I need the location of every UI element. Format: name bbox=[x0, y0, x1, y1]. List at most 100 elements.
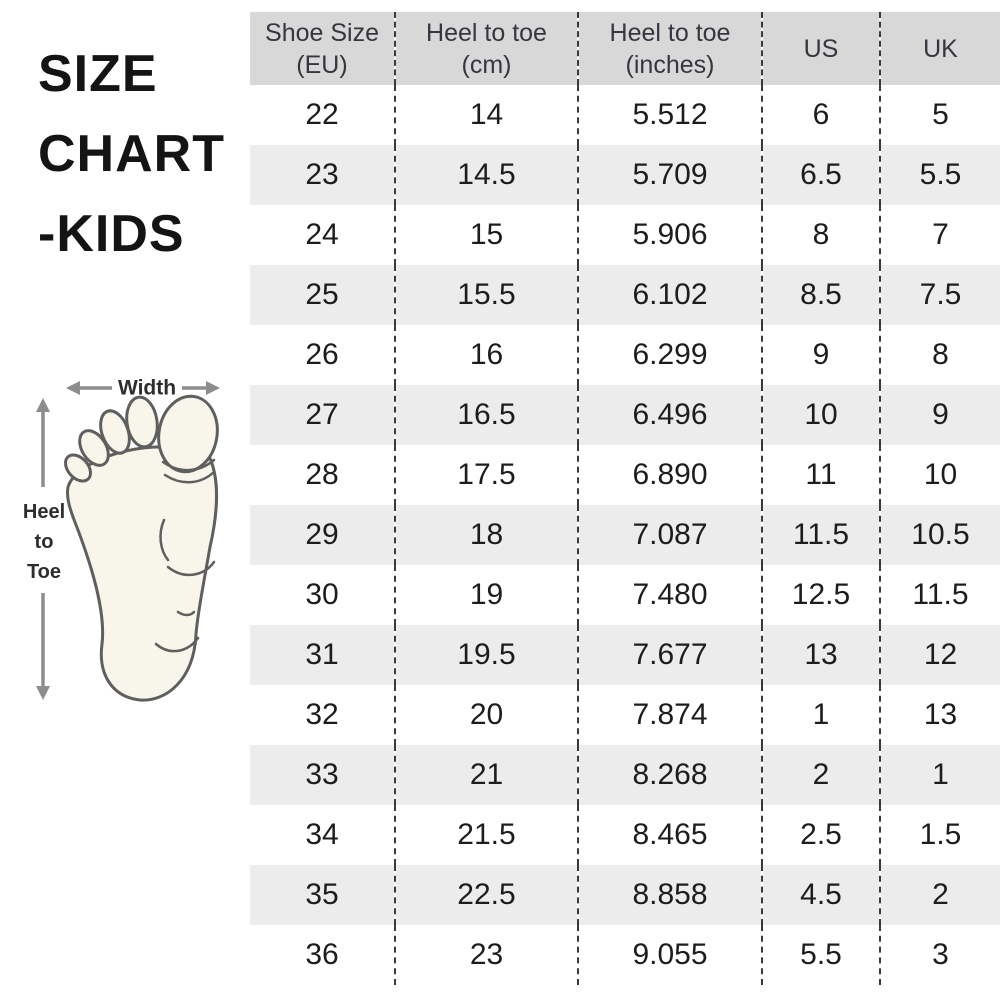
table-cell: 5.906 bbox=[577, 205, 762, 265]
title-line-3: -KIDS bbox=[38, 205, 185, 263]
table-cell: 23 bbox=[250, 145, 395, 205]
column-header-line: US bbox=[803, 34, 839, 63]
size-table-container: Shoe Size (EU) Heel to toe (cm) Heel to toe (… bbox=[250, 12, 1000, 985]
table-cell: 9 bbox=[879, 385, 1000, 445]
table-cell: 2 bbox=[879, 865, 1000, 925]
table-cell: 9.055 bbox=[577, 925, 762, 985]
table-cell: 14 bbox=[394, 85, 578, 145]
table-cell: 2 bbox=[761, 745, 880, 805]
table-row: 32 20 7.874 1 13 bbox=[250, 685, 1000, 745]
table-cell: 30 bbox=[250, 565, 395, 625]
table-cell: 5.5 bbox=[879, 145, 1000, 205]
table-row: 22 14 5.512 6 5 bbox=[250, 85, 1000, 145]
column-header: US bbox=[761, 12, 880, 85]
table-cell: 22 bbox=[250, 85, 395, 145]
table-row: 33 21 8.268 2 1 bbox=[250, 745, 1000, 805]
table-row: 23 14.5 5.709 6.5 5.5 bbox=[250, 145, 1000, 205]
table-cell: 13 bbox=[761, 625, 880, 685]
table-cell: 27 bbox=[250, 385, 395, 445]
table-cell: 10.5 bbox=[879, 505, 1000, 565]
table-cell: 6.299 bbox=[577, 325, 762, 385]
table-cell: 11.5 bbox=[761, 505, 880, 565]
table-cell: 16.5 bbox=[394, 385, 578, 445]
column-header-line: Heel to toe bbox=[609, 18, 731, 47]
table-cell: 23 bbox=[394, 925, 578, 985]
table-cell: 8 bbox=[761, 205, 880, 265]
table-cell: 19 bbox=[394, 565, 578, 625]
width-label: Width bbox=[118, 377, 176, 400]
table-cell: 11 bbox=[761, 445, 880, 505]
heel-label-line-3: Toe bbox=[27, 561, 61, 583]
table-row: 29 18 7.087 11.5 10.5 bbox=[250, 505, 1000, 565]
column-header-line: (inches) bbox=[625, 50, 715, 79]
foot-outline-icon bbox=[64, 394, 219, 702]
table-row: 31 19.5 7.677 13 12 bbox=[250, 625, 1000, 685]
table-row: 24 15 5.906 8 7 bbox=[250, 205, 1000, 265]
column-header-line: Shoe Size bbox=[265, 18, 379, 47]
size-table-head-row: Shoe Size (EU) Heel to toe (cm) Heel to toe (… bbox=[250, 12, 1000, 85]
table-cell: 21 bbox=[394, 745, 578, 805]
table-cell: 1.5 bbox=[879, 805, 1000, 865]
table-cell: 6.890 bbox=[577, 445, 762, 505]
table-cell: 11.5 bbox=[879, 565, 1000, 625]
column-header: Shoe Size (EU) bbox=[250, 12, 395, 85]
table-cell: 15.5 bbox=[394, 265, 578, 325]
table-cell: 7.874 bbox=[577, 685, 762, 745]
table-row: 35 22.5 8.858 4.5 2 bbox=[250, 865, 1000, 925]
table-cell: 8 bbox=[879, 325, 1000, 385]
table-cell: 16 bbox=[394, 325, 578, 385]
heel-label-line-1: Heel bbox=[23, 501, 65, 523]
table-cell: 6.5 bbox=[761, 145, 880, 205]
column-header: UK bbox=[879, 12, 1000, 85]
table-cell: 3 bbox=[879, 925, 1000, 985]
table-row: 34 21.5 8.465 2.5 1.5 bbox=[250, 805, 1000, 865]
table-cell: 18 bbox=[394, 505, 578, 565]
table-row: 36 23 9.055 5.5 3 bbox=[250, 925, 1000, 985]
table-cell: 5.5 bbox=[761, 925, 880, 985]
table-cell: 15 bbox=[394, 205, 578, 265]
table-cell: 9 bbox=[761, 325, 880, 385]
table-cell: 8.5 bbox=[761, 265, 880, 325]
table-cell: 4.5 bbox=[761, 865, 880, 925]
table-cell: 22.5 bbox=[394, 865, 578, 925]
table-row: 26 16 6.299 9 8 bbox=[250, 325, 1000, 385]
table-cell: 26 bbox=[250, 325, 395, 385]
table-cell: 29 bbox=[250, 505, 395, 565]
column-header-line: (cm) bbox=[461, 50, 512, 79]
table-cell: 10 bbox=[761, 385, 880, 445]
width-arrow-icon bbox=[66, 381, 220, 395]
heel-label-line-2: to bbox=[35, 531, 54, 553]
table-cell: 5.512 bbox=[577, 85, 762, 145]
size-table: Shoe Size (EU) Heel to toe (cm) Heel to toe (… bbox=[250, 12, 1000, 985]
table-cell: 14.5 bbox=[394, 145, 578, 205]
table-row: 28 17.5 6.890 11 10 bbox=[250, 445, 1000, 505]
table-cell: 13 bbox=[879, 685, 1000, 745]
table-row: 30 19 7.480 12.5 11.5 bbox=[250, 565, 1000, 625]
table-cell: 6 bbox=[761, 85, 880, 145]
table-cell: 35 bbox=[250, 865, 395, 925]
table-cell: 36 bbox=[250, 925, 395, 985]
table-cell: 32 bbox=[250, 685, 395, 745]
table-cell: 7.087 bbox=[577, 505, 762, 565]
table-cell: 1 bbox=[761, 685, 880, 745]
table-cell: 31 bbox=[250, 625, 395, 685]
table-cell: 10 bbox=[879, 445, 1000, 505]
table-cell: 28 bbox=[250, 445, 395, 505]
column-header-line: UK bbox=[923, 34, 958, 63]
table-cell: 17.5 bbox=[394, 445, 578, 505]
title-line-1: SIZE bbox=[38, 45, 158, 103]
table-cell: 8.858 bbox=[577, 865, 762, 925]
table-cell: 6.496 bbox=[577, 385, 762, 445]
foot-measurement-diagram: Width Heel to Toe bbox=[23, 377, 220, 702]
heel-to-toe-arrow-icon bbox=[36, 398, 50, 700]
table-cell: 5 bbox=[879, 85, 1000, 145]
table-cell: 12.5 bbox=[761, 565, 880, 625]
table-cell: 33 bbox=[250, 745, 395, 805]
table-row: 27 16.5 6.496 10 9 bbox=[250, 385, 1000, 445]
table-cell: 21.5 bbox=[394, 805, 578, 865]
table-cell: 7.677 bbox=[577, 625, 762, 685]
column-header-line: Heel to toe bbox=[426, 18, 547, 47]
table-cell: 8.268 bbox=[577, 745, 762, 805]
table-cell: 25 bbox=[250, 265, 395, 325]
table-cell: 19.5 bbox=[394, 625, 578, 685]
